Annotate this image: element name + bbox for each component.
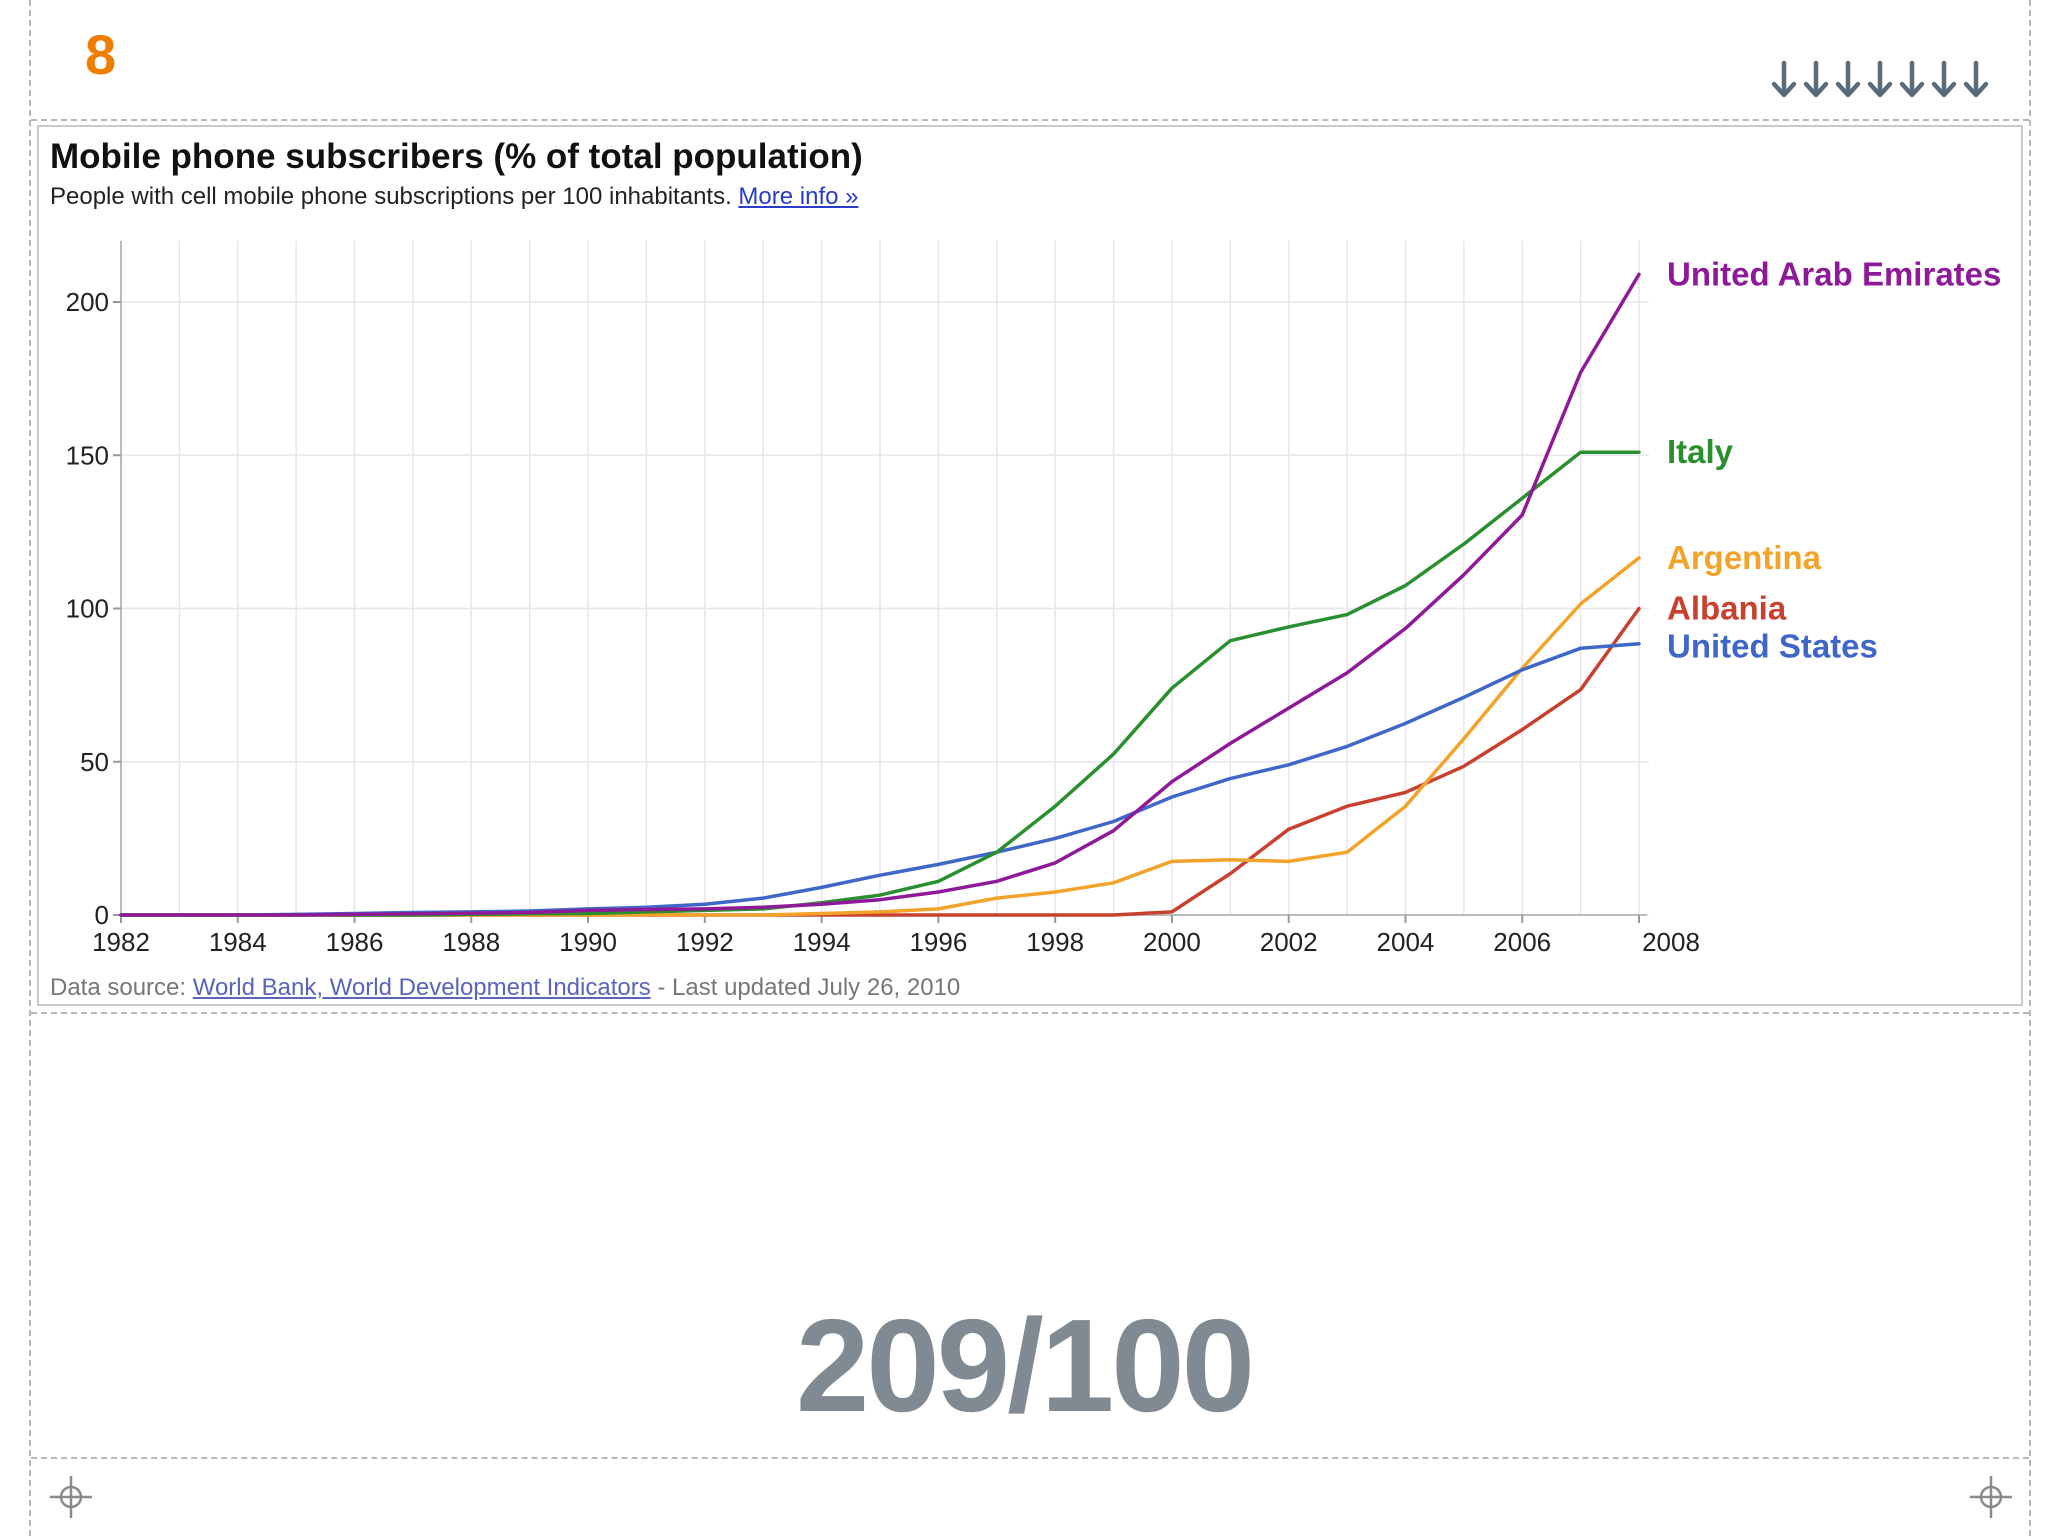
subtitle-text: People with cell mobile phone subscripti… xyxy=(50,183,732,210)
chart-subtitle: People with cell mobile phone subscripti… xyxy=(50,183,858,211)
x-tick-label: 2006 xyxy=(1493,927,1551,957)
bottom-guide-line xyxy=(31,1457,2029,1459)
x-tick-label: 1990 xyxy=(559,927,617,957)
x-tick-label: 2008 xyxy=(1642,927,1700,957)
x-tick-label: 1996 xyxy=(909,927,967,957)
x-tick-label: 1982 xyxy=(92,927,150,957)
data-source-note: Data source: World Bank, World Developme… xyxy=(50,974,960,1002)
big-ratio-text: 209/100 xyxy=(795,1292,1255,1439)
down-arrow-icon[interactable] xyxy=(1930,60,1958,100)
down-arrow-icon[interactable] xyxy=(1834,60,1862,100)
x-tick-label: 2004 xyxy=(1377,927,1435,957)
series-line-united-arab-emirates xyxy=(119,272,1641,917)
series-label-italy: Italy xyxy=(1667,433,1734,470)
down-arrow-icon[interactable] xyxy=(1866,60,1894,100)
down-arrow-icon[interactable] xyxy=(1770,60,1798,100)
source-link[interactable]: World Bank, World Development Indicators xyxy=(192,974,651,1001)
build-arrows xyxy=(1770,60,1990,100)
x-tick-label: 1992 xyxy=(676,927,734,957)
crosshair-icon xyxy=(50,1476,92,1518)
y-tick-label: 50 xyxy=(80,747,109,777)
crosshair-icon xyxy=(1970,1476,2012,1518)
y-tick-label: 0 xyxy=(95,900,109,930)
series-label-argentina: Argentina xyxy=(1667,539,1822,576)
source-suffix: - Last updated July 26, 2010 xyxy=(650,974,961,1001)
x-tick-label: 1986 xyxy=(326,927,384,957)
y-tick-label: 100 xyxy=(66,594,109,624)
chart-title: Mobile phone subscribers (% of total pop… xyxy=(50,137,863,176)
y-tick-label: 200 xyxy=(66,287,109,317)
left-guide-line xyxy=(29,0,31,1536)
series-label-albania: Albania xyxy=(1667,590,1787,627)
line-chart: 0 50 100 150 200 1982 1984 1986 1988 1990 1992 1994… xyxy=(66,240,2001,957)
down-arrow-icon[interactable] xyxy=(1802,60,1830,100)
down-arrow-icon[interactable] xyxy=(1898,60,1926,100)
chart-panel: Mobile phone subscribers (% of total pop… xyxy=(37,125,2023,1006)
down-arrow-icon[interactable] xyxy=(1962,60,1990,100)
x-tick-label: 2000 xyxy=(1143,927,1201,957)
x-tick-label: 1994 xyxy=(793,927,851,957)
series-label-united-arab-emirates: United Arab Emirates xyxy=(1667,255,2001,292)
slide-number: 8 xyxy=(85,23,117,86)
series-label-united-states: United States xyxy=(1667,628,1878,665)
top-guide-line xyxy=(31,119,2029,121)
middle-guide-line xyxy=(31,1012,2029,1014)
x-tick-label: 1998 xyxy=(1026,927,1084,957)
x-tick-label: 1988 xyxy=(442,927,500,957)
x-tick-label: 1984 xyxy=(209,927,267,957)
more-info-link[interactable]: More info » xyxy=(738,183,859,210)
x-tick-label: 2002 xyxy=(1260,927,1318,957)
y-tick-label: 150 xyxy=(66,440,109,470)
source-prefix: Data source: xyxy=(50,974,193,1001)
right-guide-line xyxy=(2029,0,2031,1536)
